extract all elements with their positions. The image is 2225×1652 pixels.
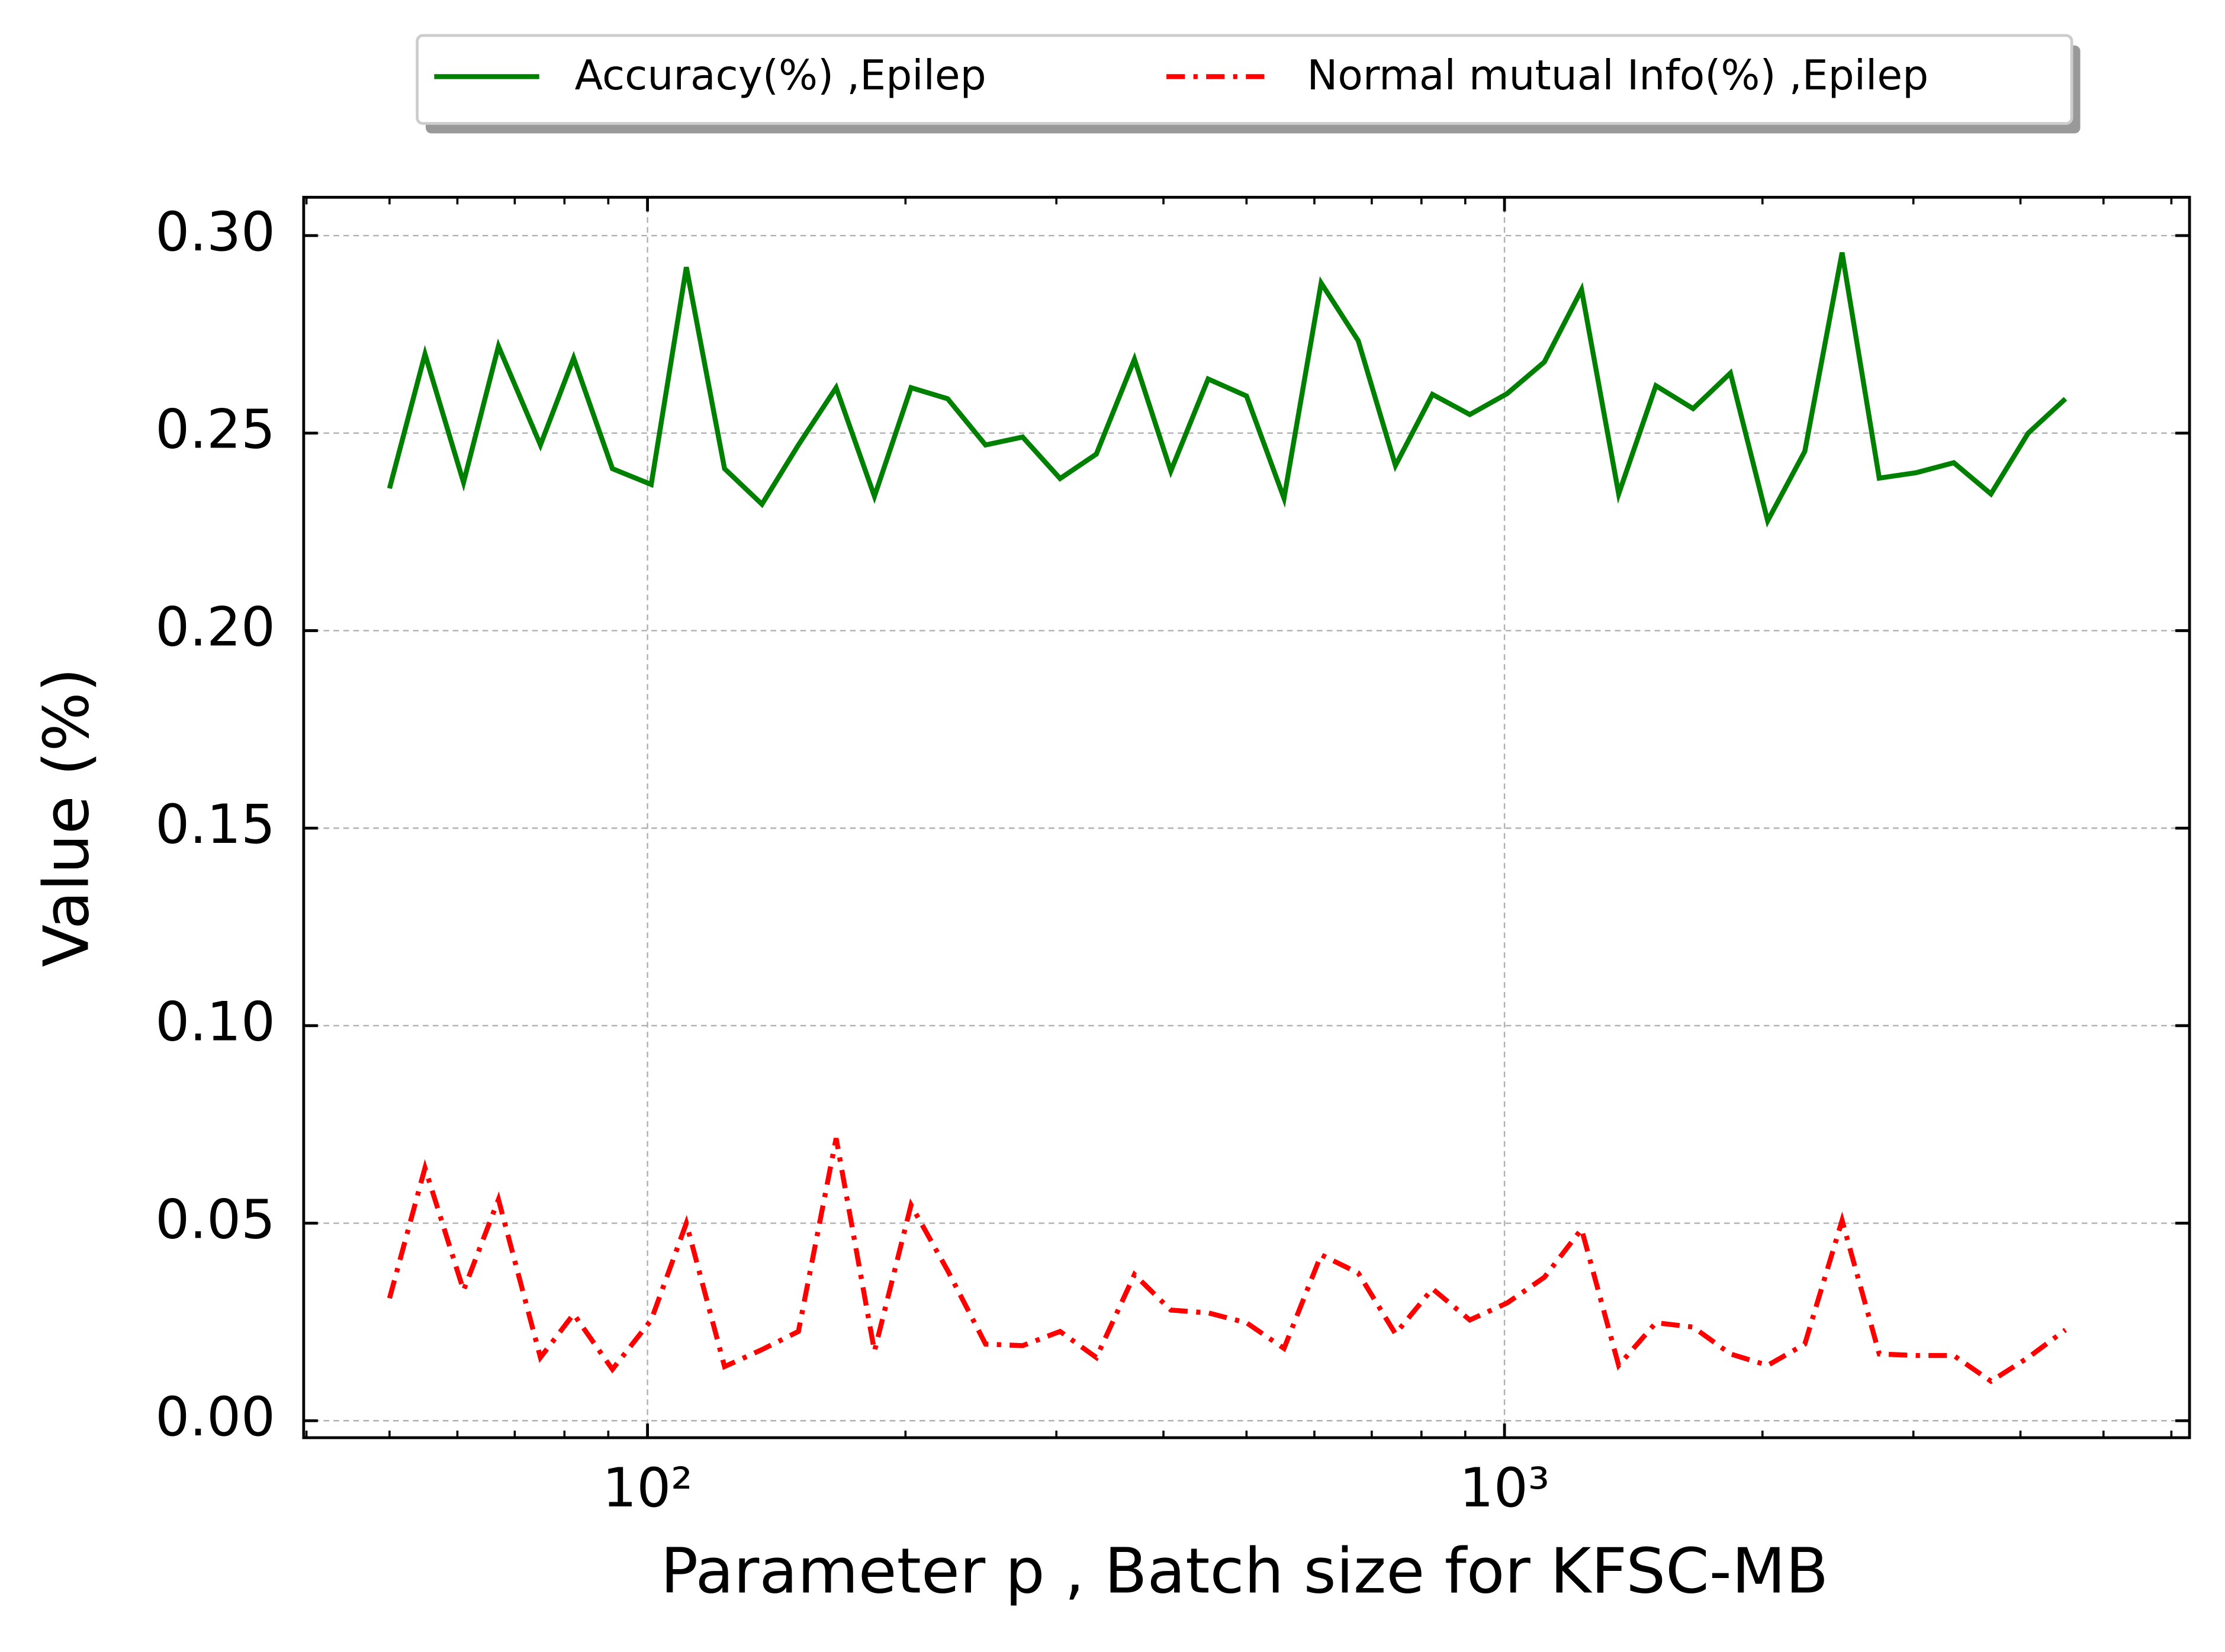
x-axis-label: Parameter p , Batch size for KFSC-MB (661, 1534, 1829, 1607)
y-tick-label: 0.20 (155, 595, 275, 658)
plot-frame (302, 195, 2191, 1440)
x-tick-label: 10² (602, 1457, 692, 1519)
legend-box (416, 34, 2073, 125)
y-tick-label: 0.30 (155, 201, 275, 263)
x-tick-label: 10³ (1459, 1457, 1549, 1519)
y-tick-label: 0.05 (155, 1188, 275, 1251)
line-series (387, 252, 2068, 528)
legend-label: Normal mutual Info(%) ,Epilep (1307, 51, 1928, 99)
legend-label: Accuracy(%) ,Epilep (575, 51, 986, 99)
y-tick-label: 0.10 (155, 991, 275, 1054)
y-tick-label: 0.25 (155, 398, 275, 461)
y-axis-label: Value (%) (30, 668, 103, 967)
y-tick-label: 0.00 (155, 1386, 275, 1448)
y-tick-label: 0.15 (155, 793, 275, 856)
line-series (387, 1138, 2068, 1384)
